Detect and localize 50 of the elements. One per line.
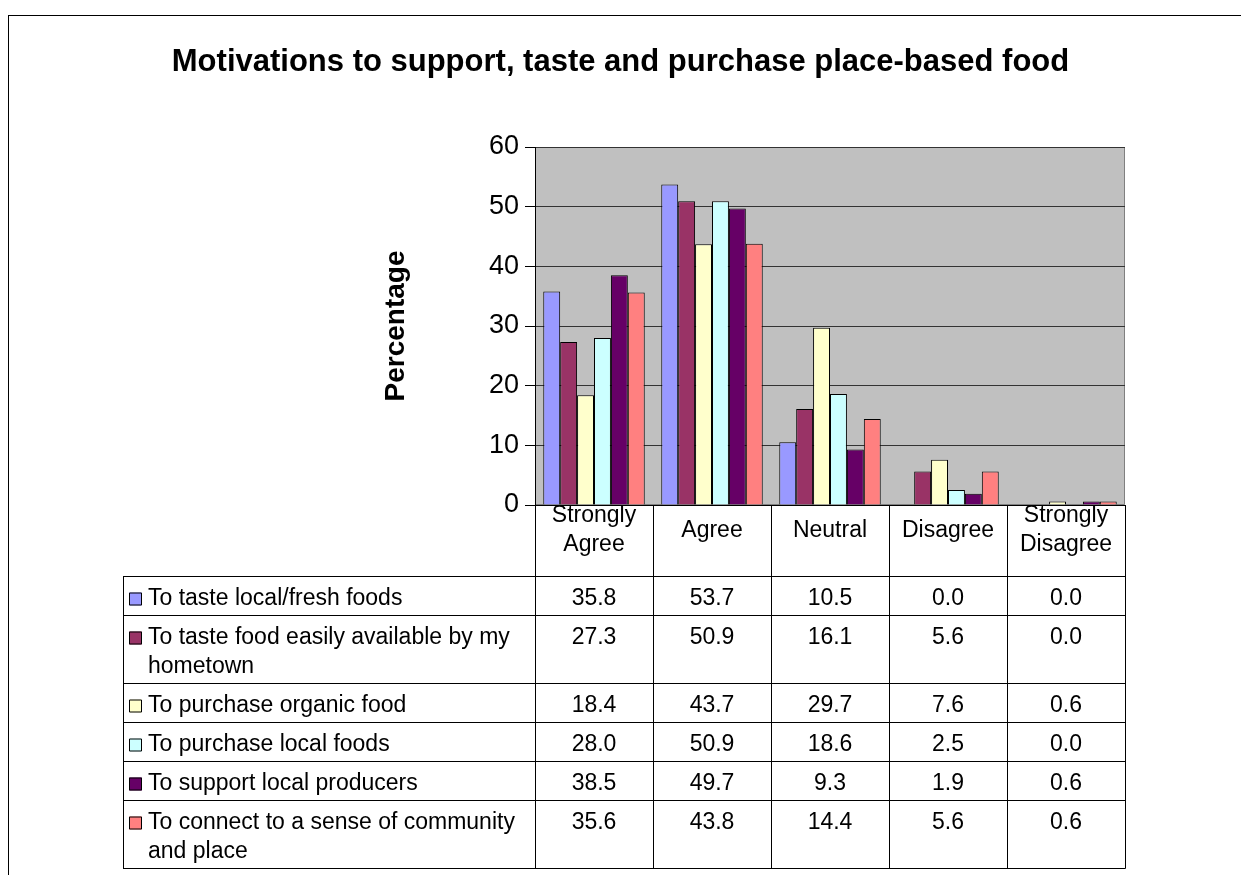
data-label: 28.0: [571, 729, 617, 756]
data-label: 0.0: [1050, 729, 1082, 756]
data-label: 43.7: [689, 690, 735, 717]
data-label: 27.3: [571, 622, 617, 649]
y-tick-label: 20: [488, 369, 519, 400]
y-tick-label: 10: [488, 428, 519, 459]
data-label: 53.7: [689, 583, 735, 610]
y-tick-label: 30: [488, 309, 519, 340]
data-label: 0.6: [1050, 690, 1082, 717]
data-label: 1.9: [932, 768, 964, 795]
data-label: 14.4: [807, 807, 853, 834]
data-label: 35.6: [571, 807, 617, 834]
legend-label: To purchase local foods: [148, 729, 390, 756]
legend-label: To support local producers: [148, 768, 418, 795]
data-label: 0.6: [1050, 768, 1082, 795]
y-axis-title: Percentage: [378, 250, 410, 402]
x-tick-label: Agree: [681, 515, 743, 542]
data-label: 18.4: [571, 690, 617, 717]
y-tick-label: 0: [503, 488, 519, 519]
data-label: 43.8: [689, 807, 735, 834]
x-tick-label: Strongly Disagree: [1019, 501, 1113, 557]
y-tick-label: 60: [488, 130, 519, 161]
data-label: 29.7: [807, 690, 853, 717]
data-label: 0.0: [1050, 583, 1082, 610]
data-label: 16.1: [807, 622, 853, 649]
data-label: 18.6: [807, 729, 853, 756]
data-label: 0.6: [1050, 807, 1082, 834]
data-label: 50.9: [689, 622, 735, 649]
chart-title: Motivations to support, taste and purchase place-based food: [170, 43, 1071, 79]
data-label: 50.9: [689, 729, 735, 756]
data-label: 38.5: [571, 768, 617, 795]
data-label: 35.8: [571, 583, 617, 610]
data-label: 49.7: [689, 768, 735, 795]
data-label: 0.0: [1050, 622, 1082, 649]
data-label: 9.3: [814, 768, 846, 795]
legend-label: To taste local/fresh foods: [148, 583, 403, 610]
x-tick-label: Neutral: [792, 515, 868, 542]
legend-label: To purchase organic food: [148, 690, 407, 717]
data-label: 5.6: [932, 622, 964, 649]
data-label: 0.0: [932, 583, 964, 610]
data-label: 2.5: [932, 729, 964, 756]
y-tick-label: 50: [488, 190, 519, 221]
data-label: 5.6: [932, 807, 964, 834]
legend-label: To connect to a sense of community and place: [148, 807, 516, 863]
data-label: 7.6: [932, 690, 964, 717]
legend-label: To taste food easily available by my hometown: [148, 622, 511, 678]
x-tick-label: Strongly Agree: [551, 501, 637, 557]
data-label: 10.5: [807, 583, 853, 610]
y-tick-label: 40: [488, 249, 519, 280]
x-tick-label: Disagree: [901, 515, 995, 542]
